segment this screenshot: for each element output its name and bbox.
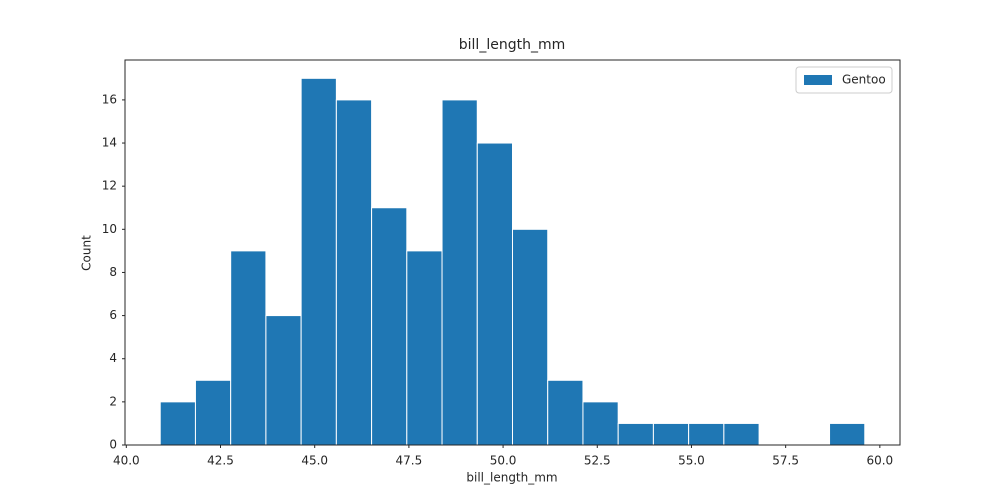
x-tick-label: 47.5 bbox=[396, 454, 423, 468]
bar bbox=[512, 228, 549, 446]
bar bbox=[371, 207, 408, 446]
y-tick-label: 8 bbox=[109, 265, 117, 279]
bar bbox=[723, 422, 760, 446]
legend-label: Gentoo bbox=[842, 73, 886, 87]
y-tick-label: 6 bbox=[109, 308, 117, 322]
y-tick-label: 2 bbox=[109, 394, 117, 408]
bar bbox=[441, 99, 478, 446]
bar bbox=[300, 77, 337, 446]
bar bbox=[194, 379, 232, 446]
bar bbox=[617, 422, 654, 446]
y-tick-label: 16 bbox=[102, 92, 117, 106]
bar bbox=[265, 315, 302, 446]
y-tick-label: 4 bbox=[109, 351, 117, 365]
bar bbox=[406, 250, 443, 446]
x-tick-label: 45.0 bbox=[301, 454, 328, 468]
bar bbox=[335, 99, 373, 446]
plot-frame bbox=[124, 59, 901, 446]
y-tick-label: 10 bbox=[102, 222, 117, 236]
y-tick-label: 0 bbox=[109, 438, 117, 452]
bar bbox=[230, 250, 267, 446]
y-tick-label: 12 bbox=[102, 179, 117, 193]
bar bbox=[829, 422, 866, 446]
legend-swatch bbox=[804, 75, 832, 85]
bar bbox=[547, 379, 584, 446]
chart-title: bill_length_mm bbox=[459, 37, 565, 53]
x-tick-label: 50.0 bbox=[490, 454, 517, 468]
x-tick-label: 57.5 bbox=[772, 454, 799, 468]
bar bbox=[476, 142, 514, 446]
x-tick-label: 60.0 bbox=[866, 454, 893, 468]
x-axis-label: bill_length_mm bbox=[466, 471, 557, 485]
legend-box bbox=[795, 66, 893, 94]
x-tick-label: 52.5 bbox=[584, 454, 611, 468]
y-tick-label: 14 bbox=[102, 136, 117, 150]
x-tick-label: 40.0 bbox=[113, 454, 140, 468]
x-tick-label: 42.5 bbox=[207, 454, 234, 468]
bar bbox=[688, 422, 725, 446]
bar bbox=[582, 401, 619, 446]
bar bbox=[159, 401, 196, 446]
x-tick-label: 55.0 bbox=[678, 454, 705, 468]
bar bbox=[652, 422, 690, 446]
y-axis-label: Count bbox=[80, 235, 94, 271]
